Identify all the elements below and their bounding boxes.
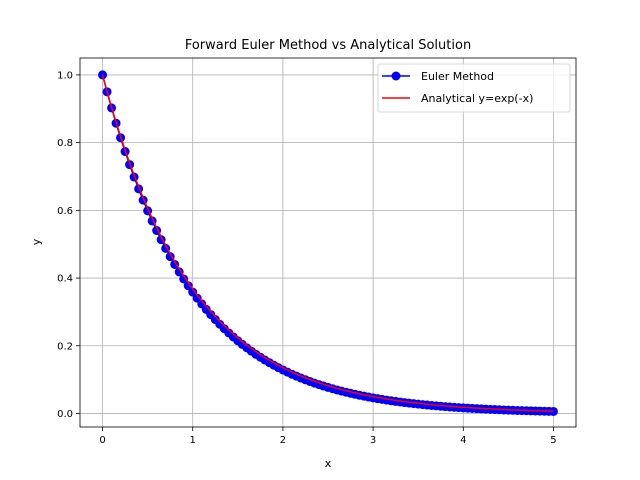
x-tick-label: 5 bbox=[550, 435, 556, 446]
x-tick-label: 3 bbox=[370, 435, 376, 446]
ticks: 0 1 2 3 4 5 0.0 0.2 0.4 0.6 0.8 1.0 bbox=[57, 70, 557, 446]
x-tick-label: 1 bbox=[190, 435, 196, 446]
euler-point bbox=[548, 406, 558, 416]
y-tick-label: 0.6 bbox=[57, 206, 73, 217]
chart-title: Forward Euler Method vs Analytical Solut… bbox=[185, 38, 471, 53]
x-tick-label: 0 bbox=[99, 435, 105, 446]
x-axis-label: x bbox=[325, 457, 332, 470]
y-tick-label: 1.0 bbox=[57, 70, 73, 81]
x-tick-label: 4 bbox=[460, 435, 466, 446]
x-tick-label: 2 bbox=[280, 435, 286, 446]
legend: Euler Method Analytical y=exp(-x) bbox=[377, 63, 571, 113]
legend-euler-marker bbox=[391, 71, 401, 81]
analytical-series-line bbox=[101, 74, 554, 412]
legend-euler-label: Euler Method bbox=[421, 70, 494, 83]
y-tick-label: 0.2 bbox=[57, 341, 73, 352]
euler-point bbox=[179, 274, 189, 284]
euler-point bbox=[183, 281, 193, 291]
grid bbox=[80, 58, 576, 427]
plot-frame bbox=[79, 57, 577, 428]
y-tick-label: 0.8 bbox=[57, 138, 73, 149]
euler-point bbox=[170, 259, 180, 269]
y-tick-label: 0.4 bbox=[57, 274, 73, 285]
euler-point bbox=[174, 267, 184, 277]
plot-area bbox=[98, 70, 558, 416]
legend-analytical-label: Analytical y=exp(-x) bbox=[421, 92, 533, 105]
legend-box bbox=[377, 63, 571, 113]
y-axis-label: y bbox=[30, 238, 43, 245]
y-tick-label: 0.0 bbox=[57, 409, 73, 420]
